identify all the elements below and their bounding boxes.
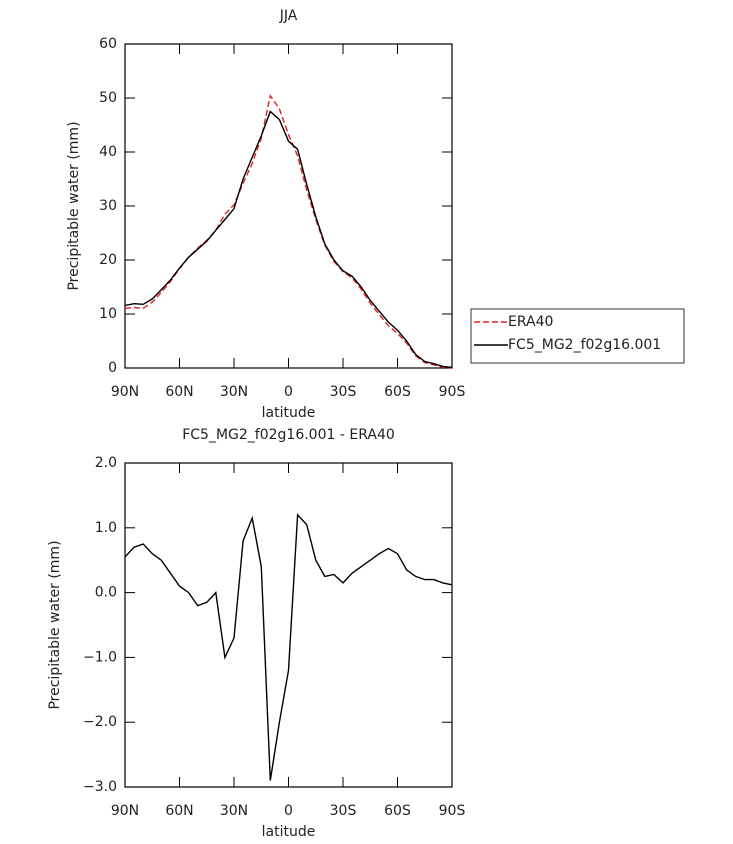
y-tick-label: 50 [99,90,117,106]
y-tick-label: 30 [99,198,117,214]
x-tick-label: 90S [439,803,466,819]
x-tick-label: 30S [330,803,357,819]
y-tick-label: 1.0 [95,520,117,536]
series-line [124,513,453,781]
y-axis-label: Precipitable water (mm) [66,121,82,290]
legend-label: ERA40 [508,314,553,330]
x-tick-label: 0 [284,803,293,819]
chart-title: FC5_MG2_f02g16.001 - ERA40 [182,427,395,443]
x-tick-label: 30S [330,384,357,400]
y-tick-label: 10 [99,306,117,322]
x-tick-label: 60N [165,803,193,819]
y-tick-label: 2.0 [95,455,117,471]
y-tick-label: 20 [99,252,117,268]
x-axis-label: latitude [262,824,316,840]
x-tick-label: 30N [220,803,248,819]
x-tick-label: 30N [220,384,248,400]
series-line [124,110,453,369]
legend-box [470,308,685,364]
y-tick-label: −1.0 [83,649,117,665]
x-tick-label: 60S [384,803,411,819]
plot-frame [124,43,453,369]
x-tick-label: 90N [111,384,139,400]
series-line [124,94,453,369]
y-tick-label: 0 [108,360,117,376]
plot-frame [124,462,453,788]
x-tick-label: 0 [284,384,293,400]
x-axis-label: latitude [262,405,316,421]
y-axis-label: Precipitable water (mm) [47,540,63,709]
x-tick-label: 90N [111,803,139,819]
x-tick-label: 60S [384,384,411,400]
y-tick-label: −2.0 [83,714,117,730]
y-tick-label: 40 [99,144,117,160]
y-tick-label: 60 [99,36,117,52]
chart-title: JJA [279,8,298,24]
legend-label: FC5_MG2_f02g16.001 [508,337,661,353]
y-tick-label: −3.0 [83,779,117,795]
x-tick-label: 90S [439,384,466,400]
x-tick-label: 60N [165,384,193,400]
y-tick-label: 0.0 [95,585,117,601]
